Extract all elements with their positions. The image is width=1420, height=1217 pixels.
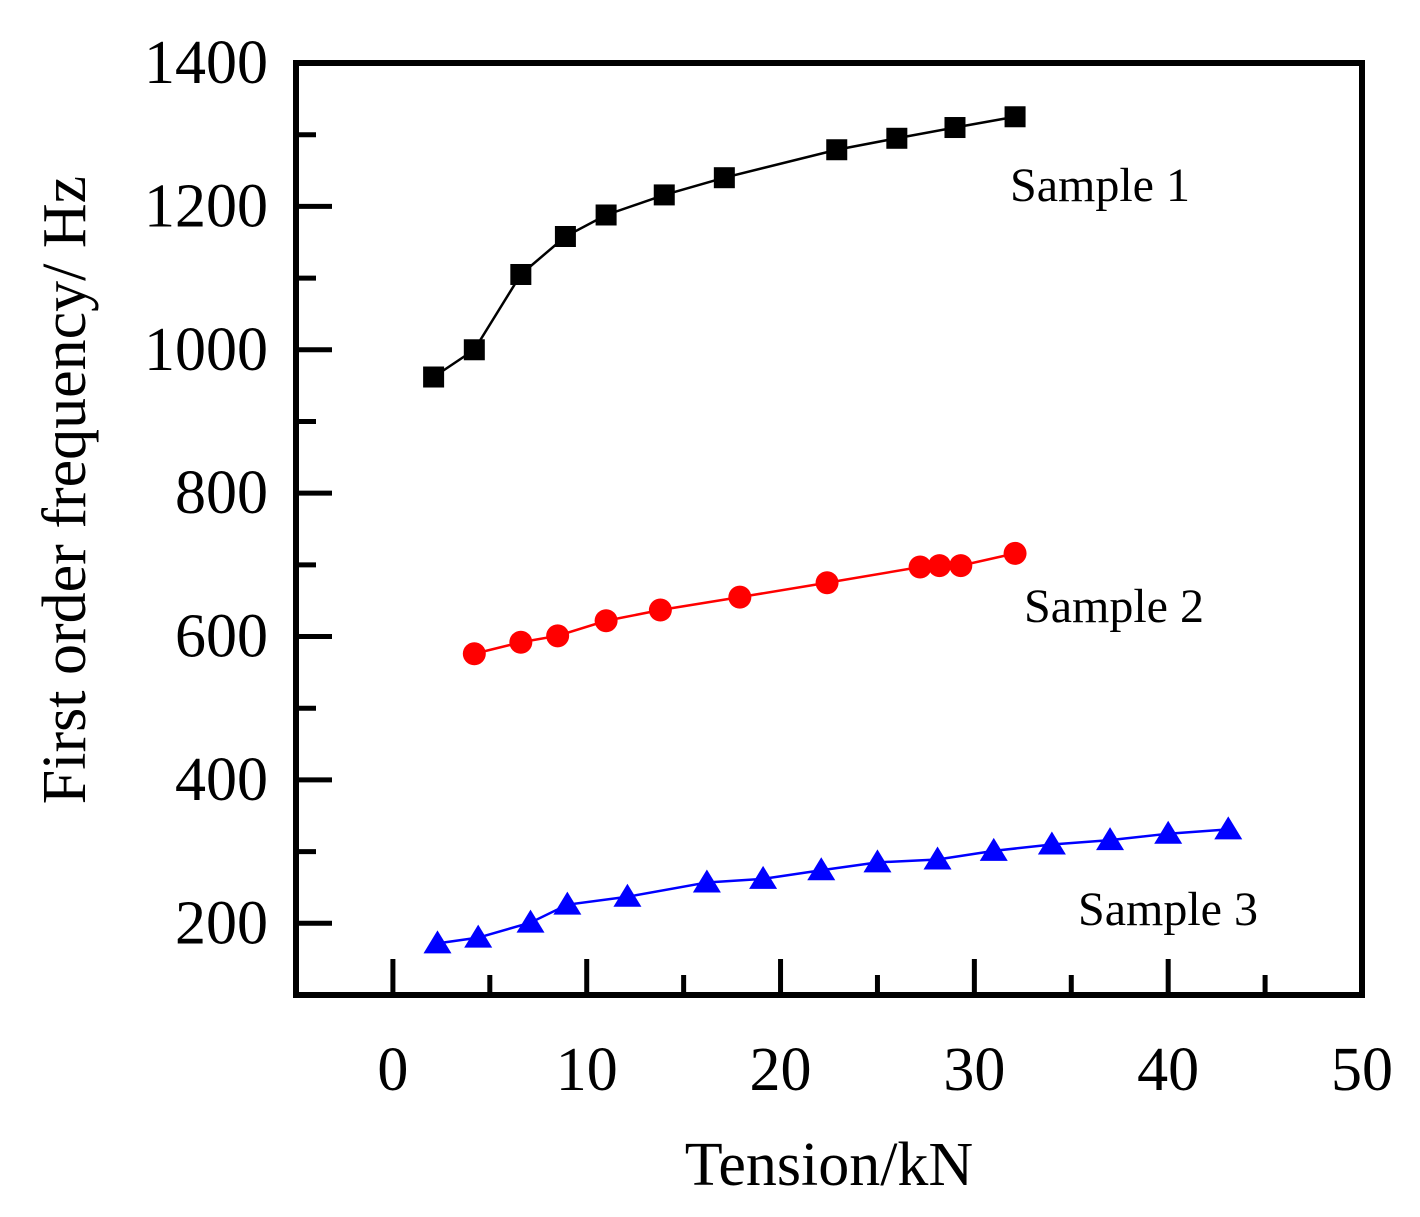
x-tick-label: 40 [1137, 1036, 1199, 1104]
data-point-circle [815, 571, 839, 595]
data-point-square [595, 204, 617, 226]
data-point-square [554, 225, 576, 247]
y-tick-label: 1000 [144, 316, 268, 384]
data-point-square [653, 184, 675, 206]
series-markers [423, 106, 1243, 954]
data-point-circle [908, 555, 932, 579]
y-tick-label: 1200 [144, 172, 268, 240]
data-point-triangle [979, 837, 1008, 861]
y-tick-label: 1400 [144, 29, 268, 97]
data-point-circle [648, 598, 672, 622]
sample-2-label: Sample 2 [1024, 580, 1204, 633]
x-tick-label: 30 [943, 1036, 1005, 1104]
data-point-triangle [1037, 831, 1066, 855]
data-point-square [510, 263, 532, 285]
data-point-triangle [1214, 816, 1243, 840]
x-tick-label: 50 [1331, 1036, 1393, 1104]
sample-3-label: Sample 3 [1078, 883, 1258, 936]
data-point-triangle [923, 846, 952, 870]
series-lines [432, 115, 1229, 945]
data-point-triangle [553, 891, 582, 915]
series-line-1 [432, 115, 1016, 379]
data-point-circle [462, 642, 486, 666]
data-point-triangle [464, 924, 493, 948]
data-point-triangle [423, 930, 452, 954]
data-point-circle [509, 630, 533, 654]
x-axis-title: Tension/kN [685, 1131, 973, 1199]
data-point-square [886, 127, 908, 149]
x-tick-label: 20 [750, 1036, 812, 1104]
x-tick-label: 10 [556, 1036, 618, 1104]
data-point-triangle [692, 869, 721, 893]
plot-frame [293, 60, 1365, 998]
data-point-circle [728, 585, 752, 609]
tick-labels: 0 10 20 30 40 50 200 400 600 800 1000 1200 1400 [144, 29, 1393, 1104]
data-point-square [423, 366, 445, 388]
data-point-triangle [749, 865, 778, 889]
data-point-square [713, 167, 735, 189]
data-point-circle [1003, 541, 1027, 565]
sample-1-label: Sample 1 [1010, 159, 1190, 212]
data-point-triangle [613, 883, 642, 907]
data-point-circle [949, 554, 973, 578]
y-axis-title: First order frequency/ Hz [31, 176, 99, 804]
data-point-circle [927, 554, 951, 578]
y-tick-label: 800 [175, 459, 268, 527]
data-point-square [463, 339, 485, 361]
data-point-circle [546, 624, 570, 648]
y-tick-label: 200 [175, 889, 268, 957]
data-point-triangle [516, 909, 545, 933]
x-tick-label: 0 [377, 1036, 408, 1104]
y-tick-label: 400 [175, 746, 268, 814]
y-tick-label: 600 [175, 603, 268, 671]
data-point-triangle [1096, 827, 1125, 851]
data-point-square [944, 117, 966, 139]
data-point-triangle [1154, 820, 1183, 844]
data-point-triangle [807, 857, 836, 881]
data-point-circle [594, 609, 618, 633]
data-point-triangle [863, 849, 892, 873]
data-point-square [826, 139, 848, 161]
data-point-square [1004, 106, 1026, 128]
